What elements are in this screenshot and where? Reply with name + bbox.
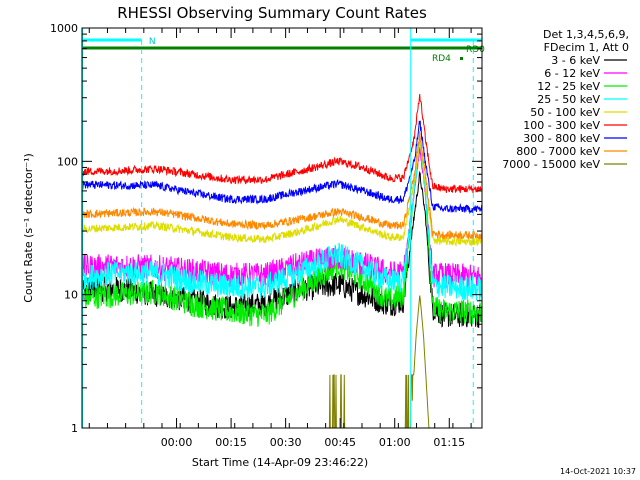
x-axis-label: Start Time (14-Apr-09 23:46:22) — [192, 456, 368, 469]
legend-label-5: 100 - 300 keV — [523, 119, 600, 132]
y-tick-label-3: 1000 — [50, 22, 78, 35]
y-tick-label-2: 100 — [57, 155, 78, 168]
legend-label-1: 6 - 12 keV — [544, 67, 600, 80]
series-line-300-800-kev — [82, 120, 482, 215]
chart-title: RHESSI Observing Summary Count Rates — [117, 4, 427, 22]
y-axis-label: Count Rate (s⁻¹ detector⁻¹) — [22, 153, 35, 303]
legend: Det 1,3,4,5,6,9, FDecim 1, Att 0 3 - 6 k… — [502, 28, 629, 171]
plot-frame — [81, 27, 483, 429]
y-tick-label-1: 10 — [64, 289, 78, 302]
x-tick-label-1: 00:15 — [215, 436, 247, 449]
night-label-n: N — [149, 37, 156, 47]
axes-layer: 1 10 100 1000 00:00 00:15 00:30 00:45 01:00 01:15 — [50, 22, 482, 449]
legend-label-2: 12 - 25 keV — [537, 80, 600, 93]
series-line-800-7000-kev — [82, 131, 482, 241]
legend-label-7: 800 - 7000 keV — [516, 145, 600, 158]
series-line-25-50-kev — [82, 134, 482, 302]
legend-label-3: 25 - 50 keV — [537, 93, 600, 106]
series-line-100-300-kev — [82, 93, 482, 194]
y-tick-label-0: 1 — [71, 422, 78, 435]
series-line-7000-15000-kev — [82, 295, 482, 428]
plot-timestamp: 14-Oct-2021 10:37 — [560, 467, 636, 476]
legend-label-8: 7000 - 15000 keV — [502, 158, 600, 171]
rd4-marker — [460, 57, 463, 60]
series-layer — [82, 93, 482, 428]
rd0-label: RD0 — [466, 45, 485, 55]
series-line-50-100-kev — [82, 140, 482, 247]
x-tick-label-5: 01:15 — [433, 436, 465, 449]
x-tick-label-4: 01:00 — [379, 436, 411, 449]
x-tick-label-3: 00:45 — [324, 436, 356, 449]
legend-label-6: 300 - 800 keV — [523, 132, 600, 145]
x-tick-label-0: 00:00 — [161, 436, 193, 449]
x-tick-label-2: 00:30 — [270, 436, 302, 449]
legend-label-4: 50 - 100 keV — [530, 106, 600, 119]
legend-label-0: 3 - 6 keV — [551, 54, 600, 67]
rd4-label: RD4 — [432, 54, 451, 64]
legend-header-line-2: FDecim 1, Att 0 — [544, 41, 629, 54]
legend-header-line-1: Det 1,3,4,5,6,9, — [543, 28, 629, 41]
